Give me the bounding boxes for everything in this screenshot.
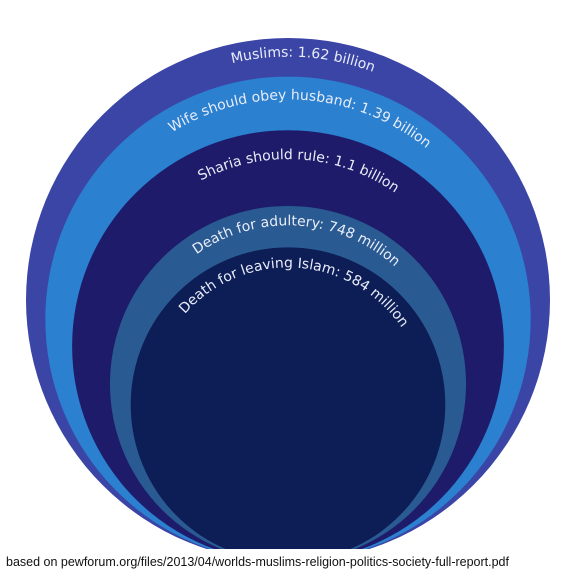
- footer-band: [0, 549, 576, 576]
- circle: [130, 247, 446, 562]
- source-note: based on pewforum.org/files/2013/04/worl…: [6, 555, 510, 569]
